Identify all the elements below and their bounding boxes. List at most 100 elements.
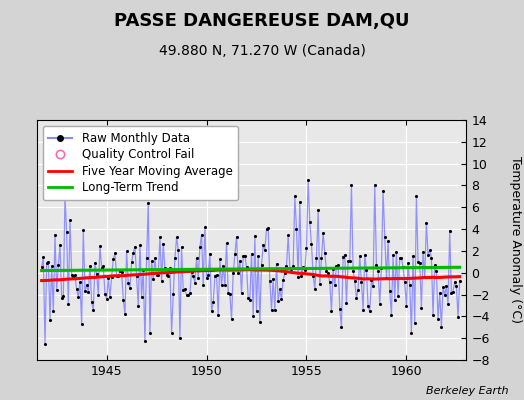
Point	[425, 247, 434, 254]
Point	[58, 295, 66, 301]
Point	[97, 265, 106, 271]
Point	[176, 335, 184, 341]
Point	[291, 193, 299, 200]
Point	[397, 255, 406, 262]
Point	[407, 330, 416, 336]
Point	[305, 219, 314, 226]
Point	[380, 234, 389, 240]
Point	[454, 314, 462, 320]
Point	[402, 303, 411, 309]
Point	[79, 227, 88, 234]
Point	[317, 255, 325, 261]
Point	[144, 200, 152, 206]
Point	[141, 338, 149, 345]
Point	[61, 193, 69, 200]
Point	[71, 272, 79, 278]
Point	[137, 293, 146, 300]
Point	[202, 275, 211, 281]
Point	[307, 241, 315, 248]
Point	[337, 324, 346, 330]
Point	[62, 229, 71, 235]
Point	[143, 255, 151, 261]
Point	[107, 274, 116, 280]
Point	[241, 253, 249, 259]
Point	[46, 317, 54, 323]
Point	[369, 283, 377, 290]
Point	[325, 279, 334, 286]
Point	[181, 286, 189, 292]
Point	[424, 252, 432, 258]
Point	[91, 260, 99, 266]
Point	[421, 274, 429, 280]
Point	[444, 300, 452, 307]
Point	[410, 319, 419, 326]
Point	[339, 254, 347, 260]
Point	[276, 286, 284, 292]
Point	[359, 307, 367, 313]
Point	[42, 260, 51, 266]
Point	[222, 240, 231, 246]
Point	[239, 253, 247, 260]
Point	[192, 254, 201, 261]
Point	[94, 292, 103, 298]
Point	[301, 266, 309, 273]
Point	[139, 267, 147, 273]
Point	[366, 308, 374, 314]
Point	[399, 264, 407, 270]
Point	[157, 278, 166, 284]
Point	[64, 300, 72, 307]
Point	[455, 277, 464, 284]
Point	[162, 272, 171, 278]
Point	[431, 262, 439, 268]
Point	[134, 303, 143, 310]
Point	[179, 287, 188, 294]
Point	[332, 263, 341, 269]
Point	[89, 307, 97, 314]
Point	[74, 294, 82, 300]
Point	[259, 242, 267, 248]
Point	[422, 220, 431, 226]
Point	[121, 311, 129, 317]
Point	[216, 256, 224, 262]
Point	[253, 307, 261, 314]
Point	[169, 291, 178, 298]
Point	[390, 296, 399, 303]
Point	[229, 270, 237, 276]
Point	[206, 251, 214, 257]
Point	[195, 244, 204, 250]
Point	[389, 252, 397, 259]
Point	[185, 290, 194, 296]
Point	[113, 272, 121, 279]
Point	[376, 301, 384, 307]
Point	[357, 279, 366, 285]
Point	[272, 260, 281, 267]
Point	[328, 308, 336, 314]
Point	[117, 269, 126, 276]
Point	[442, 283, 451, 289]
Point	[289, 262, 297, 269]
Point	[277, 296, 286, 302]
Point	[324, 270, 332, 276]
Point	[174, 246, 182, 253]
Point	[242, 264, 250, 270]
Point	[447, 290, 455, 296]
Point	[452, 282, 461, 289]
Point	[44, 258, 52, 265]
Point	[435, 290, 444, 296]
Point	[227, 316, 236, 322]
Point	[212, 272, 221, 278]
Point	[86, 262, 94, 269]
Point	[39, 254, 48, 260]
Point	[219, 263, 227, 269]
Point	[124, 280, 133, 286]
Point	[356, 253, 364, 259]
Point	[341, 252, 349, 258]
Point	[254, 253, 263, 259]
Point	[66, 217, 74, 224]
Point	[386, 288, 394, 294]
Point	[48, 263, 56, 269]
Point	[172, 234, 181, 240]
Point	[256, 319, 264, 325]
Point	[68, 271, 76, 278]
Point	[404, 260, 412, 266]
